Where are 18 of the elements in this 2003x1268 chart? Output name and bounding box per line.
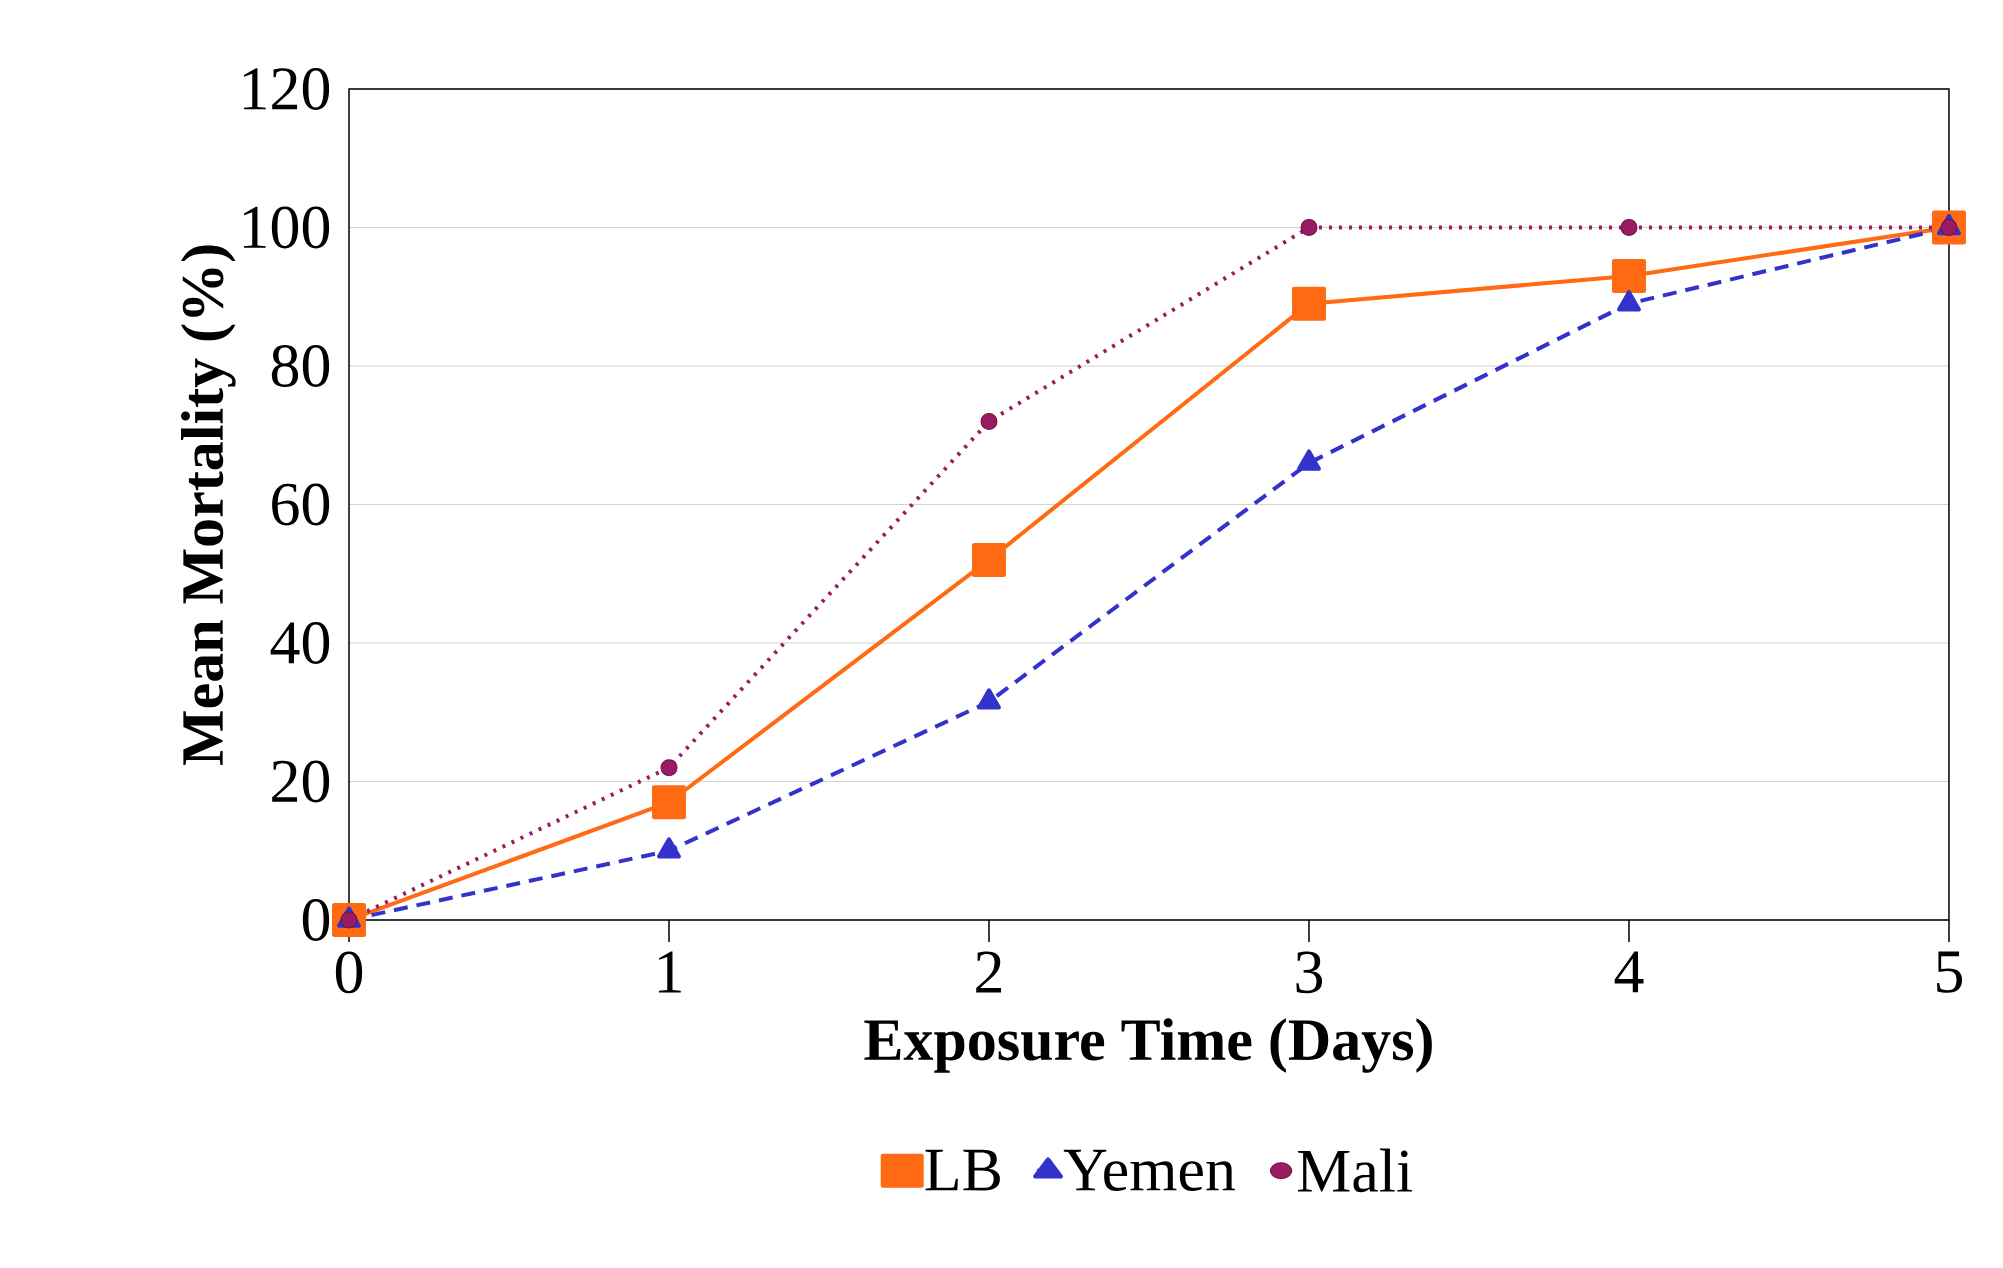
x-tick-label: 3 xyxy=(1296,951,1323,994)
x-tick-label: 2 xyxy=(976,951,1002,993)
y-tick-label: 40 xyxy=(270,622,330,664)
x-tick-label: 1 xyxy=(658,951,681,993)
y-tick-label: 100 xyxy=(243,206,330,249)
x-tick-label: 5 xyxy=(1937,951,1963,993)
y-tick-label: 20 xyxy=(272,760,330,803)
x-axis-title: Exposure Time (Days) xyxy=(864,1018,1432,1073)
y-tick-label: 120 xyxy=(243,68,330,110)
x-tick-label: 0 xyxy=(335,951,363,994)
y-tick-label: 60 xyxy=(272,483,330,526)
x-tick-label: 4 xyxy=(1614,951,1644,993)
legend-label: Mali xyxy=(1297,1148,1413,1193)
y-axis-title: Mean Mortality (%) xyxy=(181,245,236,766)
y-tick-label: 80 xyxy=(271,345,330,387)
y-tick-label: 0 xyxy=(302,899,330,941)
legend-label: Yemen xyxy=(1063,1149,1236,1191)
legend-label: LB xyxy=(925,1149,1000,1191)
